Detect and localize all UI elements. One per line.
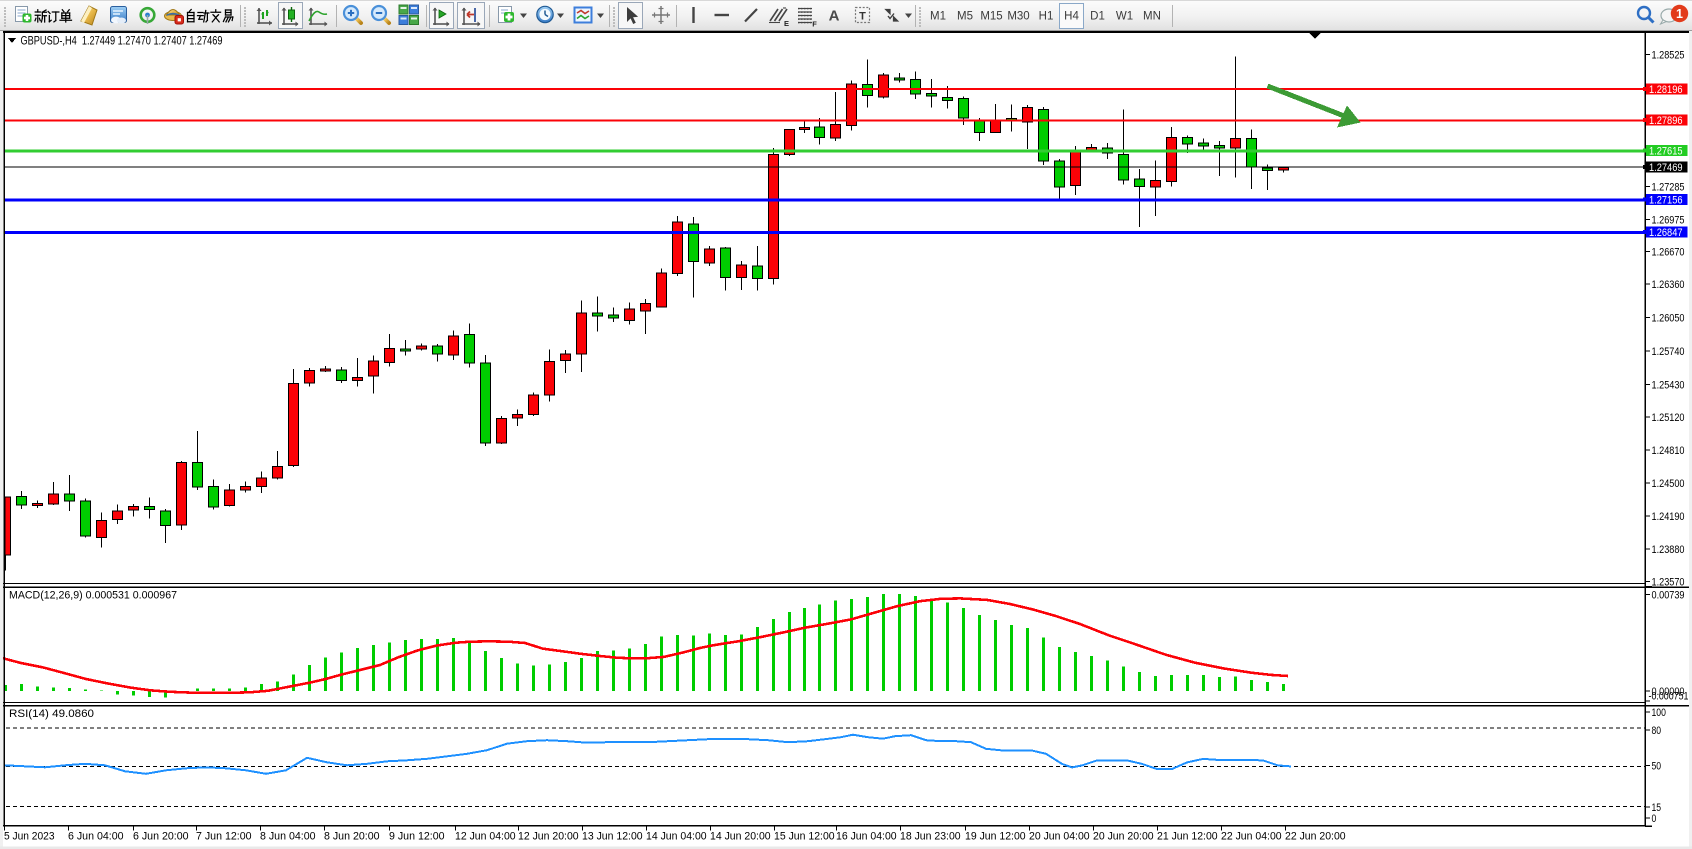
svg-text:1: 1	[1676, 7, 1683, 21]
svg-text:7 Jun 12:00: 7 Jun 12:00	[196, 831, 252, 843]
svg-text:1.27156: 1.27156	[1649, 194, 1683, 206]
svg-text:8 Jun 04:00: 8 Jun 04:00	[260, 831, 316, 843]
svg-text:12 Jun 04:00: 12 Jun 04:00	[455, 831, 516, 843]
svg-text:M1: M1	[930, 11, 946, 23]
svg-text:0: 0	[1652, 813, 1657, 825]
svg-text:1.26050: 1.26050	[1652, 313, 1685, 325]
svg-text:1.25430: 1.25430	[1652, 379, 1685, 391]
svg-text:MACD(12,26,9) 0.000531 0.00096: MACD(12,26,9) 0.000531 0.000967	[9, 590, 177, 602]
svg-text:1.25740: 1.25740	[1652, 346, 1685, 358]
svg-text:M5: M5	[957, 11, 973, 23]
svg-text:16 Jun 04:00: 16 Jun 04:00	[836, 831, 897, 843]
svg-text:1.24810: 1.24810	[1652, 445, 1685, 457]
svg-text:8 Jun 20:00: 8 Jun 20:00	[324, 831, 380, 843]
svg-text:22 Jun 20:00: 22 Jun 20:00	[1285, 831, 1346, 843]
svg-text:20 Jun 04:00: 20 Jun 04:00	[1029, 831, 1090, 843]
svg-text:20 Jun 20:00: 20 Jun 20:00	[1093, 831, 1154, 843]
svg-text:E: E	[784, 19, 789, 28]
svg-text:0.00000: 0.00000	[1652, 686, 1685, 698]
svg-text:6 Jun 04:00: 6 Jun 04:00	[68, 831, 124, 843]
svg-text:1.27285: 1.27285	[1652, 182, 1685, 194]
svg-text:1.27896: 1.27896	[1649, 115, 1683, 127]
svg-text:1.26847: 1.26847	[1649, 227, 1683, 239]
svg-text:RSI(14) 49.0860: RSI(14) 49.0860	[9, 708, 94, 720]
svg-text:M15: M15	[980, 11, 1002, 23]
svg-text:1.26670: 1.26670	[1652, 246, 1685, 258]
svg-text:-0.000751: -0.000751	[1649, 691, 1689, 703]
svg-text:0.00739: 0.00739	[1652, 589, 1685, 601]
svg-text:F: F	[812, 20, 817, 29]
svg-text:15: 15	[1652, 802, 1662, 814]
svg-text:1.28525: 1.28525	[1652, 50, 1685, 62]
svg-text:21 Jun 12:00: 21 Jun 12:00	[1157, 831, 1218, 843]
svg-text:19 Jun 12:00: 19 Jun 12:00	[965, 831, 1026, 843]
svg-text:1.25120: 1.25120	[1652, 412, 1685, 424]
svg-text:MN: MN	[1143, 11, 1161, 23]
svg-text:W1: W1	[1116, 11, 1133, 23]
svg-text:H1: H1	[1039, 11, 1054, 23]
svg-text:1.23880: 1.23880	[1652, 544, 1685, 556]
svg-text:1.27615: 1.27615	[1649, 145, 1683, 157]
svg-text:80: 80	[1652, 725, 1662, 737]
svg-text:1.23570: 1.23570	[1652, 577, 1685, 589]
svg-text:A: A	[829, 8, 840, 25]
svg-text:14 Jun 04:00: 14 Jun 04:00	[646, 831, 707, 843]
svg-text:GBPUSD-,H4 1.27449 1.27470 1.: GBPUSD-,H4 1.27449 1.27470 1.27407 1.274…	[21, 36, 223, 48]
svg-text:1.24500: 1.24500	[1652, 478, 1685, 490]
svg-text:M30: M30	[1007, 11, 1029, 23]
svg-text:5 Jun 2023: 5 Jun 2023	[4, 831, 55, 843]
svg-text:H4: H4	[1064, 11, 1079, 23]
svg-text:1.26975: 1.26975	[1652, 215, 1685, 227]
svg-text:18 Jun 23:00: 18 Jun 23:00	[900, 831, 961, 843]
svg-text:6 Jun 20:00: 6 Jun 20:00	[133, 831, 189, 843]
svg-text:1.24190: 1.24190	[1652, 511, 1685, 523]
svg-text:50: 50	[1652, 760, 1662, 772]
svg-text:1.28196: 1.28196	[1649, 84, 1683, 96]
svg-text:1.27469: 1.27469	[1649, 162, 1683, 174]
svg-text:13 Jun 12:00: 13 Jun 12:00	[582, 831, 643, 843]
svg-text:12 Jun 20:00: 12 Jun 20:00	[518, 831, 579, 843]
svg-text:14 Jun 20:00: 14 Jun 20:00	[710, 831, 771, 843]
svg-text:1.26360: 1.26360	[1652, 279, 1685, 291]
svg-text:15 Jun 12:00: 15 Jun 12:00	[774, 831, 835, 843]
svg-text:22 Jun 04:00: 22 Jun 04:00	[1221, 831, 1282, 843]
svg-text:100: 100	[1652, 707, 1666, 719]
svg-text:T: T	[859, 11, 866, 23]
svg-text:9 Jun 12:00: 9 Jun 12:00	[389, 831, 445, 843]
svg-text:D1: D1	[1090, 11, 1105, 23]
